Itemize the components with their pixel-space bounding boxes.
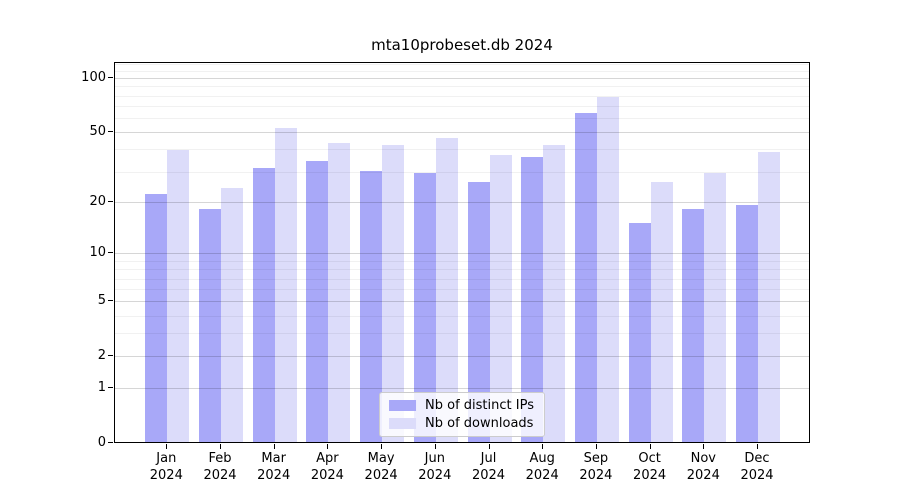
x-tick-mark — [166, 444, 168, 449]
y-axis-tick-label: 2 — [97, 348, 106, 364]
gridline-minor — [115, 70, 809, 72]
bar-distinct-ips — [413, 173, 436, 442]
bar-downloads — [596, 96, 619, 442]
gridline-minor — [115, 106, 809, 108]
bar-downloads — [274, 128, 297, 442]
bar-distinct-ips — [145, 194, 168, 442]
legend-label: Nb of distinct IPs — [425, 398, 534, 413]
gridline-minor — [115, 333, 809, 335]
y-axis-tick-label: 1 — [97, 380, 106, 396]
chart-title: mta10probeset.db 2024 — [371, 36, 553, 54]
y-tick-mark — [108, 300, 113, 302]
gridline-minor — [115, 261, 809, 262]
x-axis-tick-label: Jun 2024 — [418, 451, 452, 483]
bar-downloads — [489, 154, 512, 442]
y-tick-mark — [108, 252, 113, 254]
y-tick-mark — [108, 387, 113, 389]
plot-area: Nb of distinct IPs Nb of downloads — [114, 62, 810, 443]
x-tick-mark — [273, 444, 275, 449]
bar-downloads — [167, 150, 190, 442]
bar-distinct-ips — [199, 209, 221, 442]
x-tick-mark — [381, 444, 383, 449]
gridline-minor — [115, 171, 809, 173]
x-axis-tick-label: Jul 2024 — [471, 451, 506, 483]
x-tick-mark — [757, 444, 758, 449]
gridline-minor — [115, 289, 809, 291]
gridline-minor — [115, 118, 809, 120]
y-axis-tick-label: 5 — [97, 293, 106, 309]
gridline-major — [115, 202, 809, 204]
x-axis-tick-label: Feb 2024 — [203, 451, 237, 483]
bar-distinct-ips — [521, 156, 544, 442]
gridline-minor — [115, 149, 809, 151]
y-tick-mark — [108, 131, 113, 133]
bar-distinct-ips — [252, 168, 275, 442]
bar-distinct-ips — [306, 161, 329, 442]
x-axis-tick-label: May 2024 — [364, 451, 398, 483]
gridline-major — [115, 253, 809, 255]
legend-item: Nb of distinct IPs — [389, 398, 534, 413]
gridline-major — [115, 78, 809, 80]
bar-downloads — [221, 187, 243, 442]
y-axis-tick-label: 0 — [97, 435, 106, 450]
y-axis-tick-label: 50 — [89, 124, 106, 140]
bar-downloads — [435, 137, 458, 442]
x-tick-mark — [220, 444, 221, 449]
legend-label: Nb of downloads — [425, 416, 534, 431]
x-tick-mark — [649, 444, 651, 449]
legend-item: Nb of downloads — [389, 416, 534, 431]
x-axis-tick-label: Dec 2024 — [740, 451, 774, 483]
y-tick-mark — [108, 201, 113, 203]
x-axis-tick-label: Sep 2024 — [579, 451, 613, 483]
gridline-minor — [115, 95, 809, 97]
x-tick-mark — [488, 444, 490, 449]
y-tick-mark — [108, 77, 113, 79]
x-axis-tick-label: Mar 2024 — [257, 451, 291, 483]
bar-distinct-ips — [467, 181, 490, 442]
gridline-minor — [115, 86, 809, 88]
x-axis-tick-label: Apr 2024 — [310, 451, 344, 483]
bar-downloads — [382, 144, 405, 442]
bar-distinct-ips — [360, 170, 383, 442]
gridline-major — [115, 132, 809, 134]
x-axis-tick-label: Nov 2024 — [686, 451, 720, 483]
bar-downloads — [758, 152, 780, 442]
x-tick-mark — [542, 444, 544, 449]
bar-downloads — [650, 181, 673, 442]
y-tick-mark — [108, 442, 113, 443]
x-tick-mark — [703, 444, 705, 449]
bar-downloads — [543, 144, 566, 442]
y-axis-tick-label: 10 — [89, 245, 106, 261]
x-tick-mark — [434, 444, 436, 449]
bar-distinct-ips — [628, 222, 651, 442]
gridline-minor — [115, 269, 809, 271]
legend-swatch — [389, 418, 417, 429]
gridline-minor — [115, 63, 809, 65]
gridline-major — [115, 356, 809, 358]
bar-distinct-ips — [574, 113, 597, 442]
y-axis-tick-label: 20 — [89, 194, 106, 210]
bar-downloads — [328, 142, 351, 442]
gridline-major — [115, 301, 809, 303]
y-tick-mark — [108, 355, 113, 357]
legend: Nb of distinct IPs Nb of downloads — [379, 392, 545, 437]
bar-downloads — [704, 173, 727, 442]
x-axis-tick-label: Oct 2024 — [633, 451, 667, 483]
gridline-minor — [115, 315, 809, 317]
bar-distinct-ips — [736, 205, 758, 442]
x-axis-tick-label: Aug 2024 — [525, 451, 559, 483]
legend-swatch — [389, 400, 417, 411]
x-tick-mark — [327, 444, 329, 449]
x-axis-tick-label: Jan 2024 — [149, 451, 183, 483]
y-axis-tick-label: 100 — [81, 70, 106, 86]
gridline-major — [115, 388, 809, 390]
x-tick-mark — [595, 444, 597, 449]
gridline-minor — [115, 278, 809, 280]
bar-distinct-ips — [682, 209, 705, 442]
